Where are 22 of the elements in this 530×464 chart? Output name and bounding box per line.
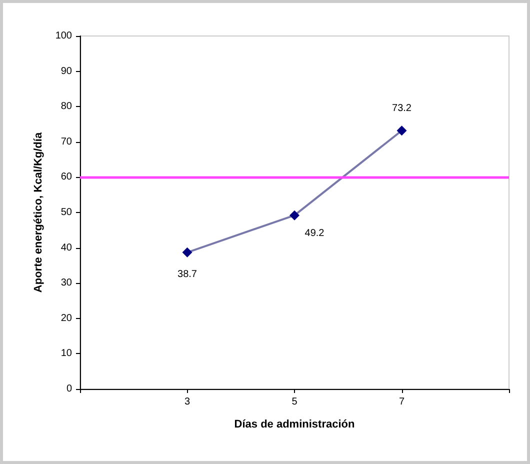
x-tick-label: 3 [184, 396, 190, 408]
y-tick-label: 100 [55, 30, 72, 42]
y-tick-label: 90 [60, 66, 72, 77]
x-axis-title: Días de administración [234, 418, 355, 430]
y-tick-label: 10 [60, 348, 72, 360]
y-axis-title: Aporte energético, Kcal/Kg/día [32, 132, 44, 293]
y-tick-label: 40 [60, 242, 72, 254]
point [290, 210, 300, 220]
x-tick-label: 7 [398, 396, 405, 408]
y-tick-label: 30 [60, 278, 72, 289]
data-label: 73.2 [392, 103, 412, 114]
point [182, 247, 192, 258]
y-tick-label: 70 [60, 136, 72, 148]
y-tick-label: 20 [60, 312, 72, 324]
x-tick-label: 5 [292, 396, 298, 408]
y-tick-label: 50 [60, 207, 72, 218]
point [396, 126, 407, 136]
data-label: 38.7 [178, 268, 198, 280]
y-tick-label: 60 [60, 172, 72, 183]
data-label: 49.2 [304, 228, 325, 239]
y-tick-label: 80 [60, 101, 72, 112]
y-tick-label: 0 [66, 384, 72, 394]
